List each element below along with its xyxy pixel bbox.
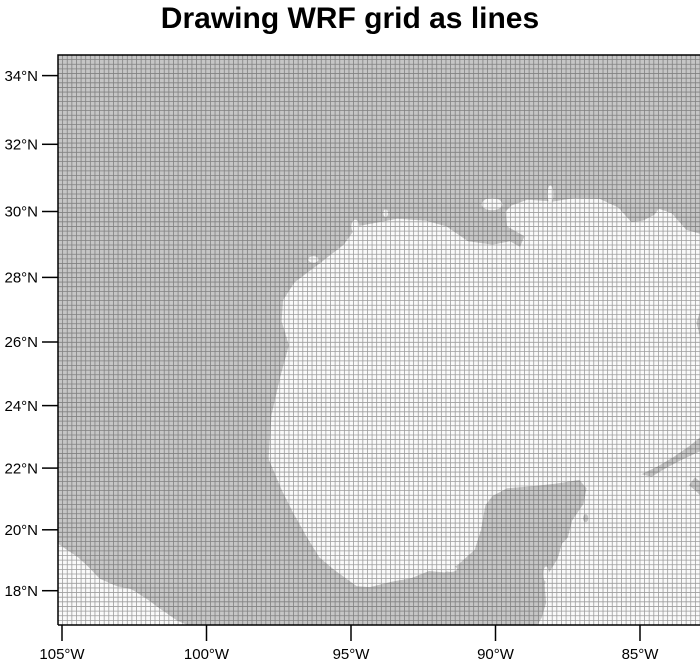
y-tick-label: 26°N xyxy=(4,334,38,351)
x-tick-label: 105°W xyxy=(39,646,85,663)
wrf-grid-lines xyxy=(58,55,700,625)
mobile-bay xyxy=(547,185,554,203)
x-tick-label: 100°W xyxy=(184,646,230,663)
y-tick-label: 34°N xyxy=(4,68,38,85)
map-area xyxy=(58,55,700,625)
land xyxy=(58,55,700,625)
y-tick-label: 28°N xyxy=(4,270,38,287)
figure-title: Drawing WRF grid as lines xyxy=(160,2,540,35)
y-tick-label: 18°N xyxy=(4,583,38,600)
land-isla-de-la-juventud xyxy=(689,477,700,496)
cozumel-island xyxy=(583,514,589,523)
y-tick-label: 32°N xyxy=(4,137,38,154)
x-axis: 105°W 100°W 95°W 90°W 85°W xyxy=(39,625,659,663)
y-tick-label: 24°N xyxy=(4,398,38,415)
y-axis: 34°N 32°N 30°N 28°N 26°N 24°N 22°N 20°N 18°N xyxy=(4,68,58,600)
matagorda-bay xyxy=(308,256,319,263)
land-florida-sw-coast xyxy=(696,311,700,337)
y-tick-label: 22°N xyxy=(4,460,38,477)
y-tick-label: 30°N xyxy=(4,204,38,221)
y-tick-label: 20°N xyxy=(4,522,38,539)
galveston-bay xyxy=(351,219,360,233)
x-tick-label: 90°W xyxy=(477,646,515,663)
land-mainland xyxy=(58,55,700,625)
plot-frame xyxy=(57,54,700,626)
lake-pontchartrain xyxy=(481,198,503,211)
laguna-de-terminos xyxy=(444,565,458,573)
x-tick-label: 85°W xyxy=(622,646,660,663)
chetumal-bay xyxy=(543,566,549,582)
land-cuba xyxy=(641,437,700,477)
x-tick-label: 95°W xyxy=(333,646,371,663)
sabine-lake xyxy=(383,209,389,218)
